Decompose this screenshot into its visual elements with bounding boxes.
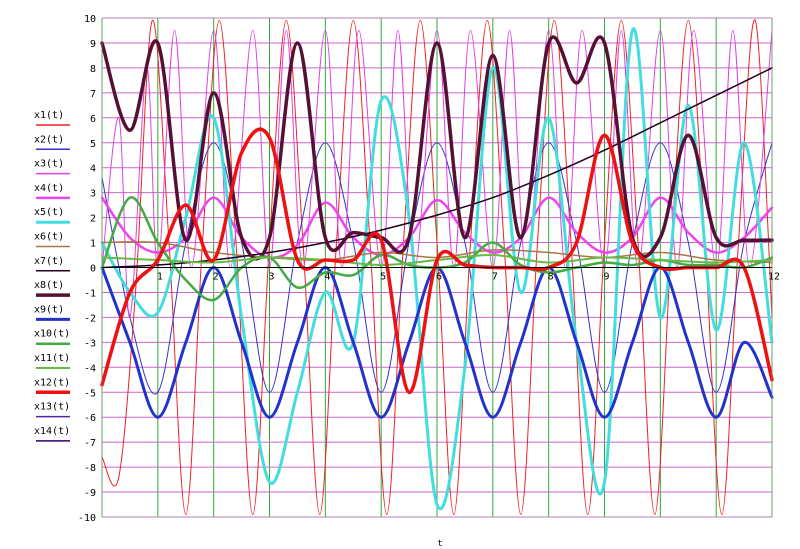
- x-tick-label: 1: [157, 272, 163, 283]
- x-tick-label: 4: [324, 272, 330, 283]
- x-tick-label: 5: [380, 272, 386, 283]
- legend-label: x2(t): [34, 134, 64, 145]
- series-layer: [100, 19, 774, 515]
- legend-label: x5(t): [34, 207, 64, 218]
- series-line-5: [100, 27, 774, 511]
- legend-label: x12(t): [34, 377, 70, 388]
- y-tick-label: 4: [90, 164, 96, 175]
- y-tick-label: 0: [90, 264, 96, 275]
- y-tick-label: 10: [84, 14, 96, 25]
- y-tick-label: 2: [90, 214, 96, 225]
- y-tick-label: 1: [90, 239, 96, 250]
- series-line-2: [101, 142, 773, 395]
- y-tick-label: -9: [84, 488, 96, 499]
- y-tick-label: 7: [90, 89, 96, 100]
- legend-label: x9(t): [34, 304, 64, 315]
- x-tick-label: 9: [603, 272, 609, 283]
- axes: [101, 17, 773, 518]
- x-tick-label: 6: [436, 272, 442, 283]
- legend-label: x8(t): [34, 280, 64, 291]
- y-tick-label: 5: [90, 139, 96, 150]
- y-tick-label: 8: [90, 64, 96, 75]
- y-tick-label: 9: [90, 39, 96, 50]
- y-tick-label: 6: [90, 114, 96, 125]
- y-tick-label: -2: [84, 313, 96, 324]
- y-tick-label: -10: [78, 513, 96, 524]
- x-tick-label: 12: [768, 272, 780, 283]
- series-line-1: [101, 19, 773, 515]
- legend-label: x11(t): [34, 353, 70, 364]
- y-tick-label: -4: [84, 363, 96, 374]
- x-tick-label: 3: [268, 272, 274, 283]
- legend-label: x3(t): [34, 159, 64, 170]
- y-tick-label: -8: [84, 463, 96, 474]
- y-tick-label: -1: [84, 288, 96, 299]
- legend-label: x13(t): [34, 402, 70, 413]
- legend-label: x6(t): [34, 232, 64, 243]
- legend-label: x7(t): [34, 256, 64, 267]
- legend-label: x14(t): [34, 426, 70, 437]
- plot-frame: [101, 17, 773, 518]
- x-tick-label: 8: [548, 272, 554, 283]
- legend-label: x4(t): [34, 183, 64, 194]
- series-line-4: [100, 196, 774, 259]
- x-tick-label: 2: [213, 272, 219, 283]
- series-line-12: [100, 127, 774, 395]
- series-line-3: [101, 30, 773, 318]
- legend-label: x1(t): [34, 110, 64, 121]
- legend: x1(t) x2(t) x3(t) x4(t) x5(t) x6(t) x7(t) x8(t)…: [34, 110, 70, 442]
- y-tick-label: -5: [84, 388, 96, 399]
- x-tick-label: 7: [492, 272, 498, 283]
- y-tick-label: -3: [84, 338, 96, 349]
- y-tick-label: -7: [84, 438, 96, 449]
- y-tick-label: 3: [90, 189, 96, 200]
- y-tick-label: -6: [84, 413, 96, 424]
- x-axis-label: t: [437, 539, 442, 549]
- legend-label: x10(t): [34, 329, 70, 340]
